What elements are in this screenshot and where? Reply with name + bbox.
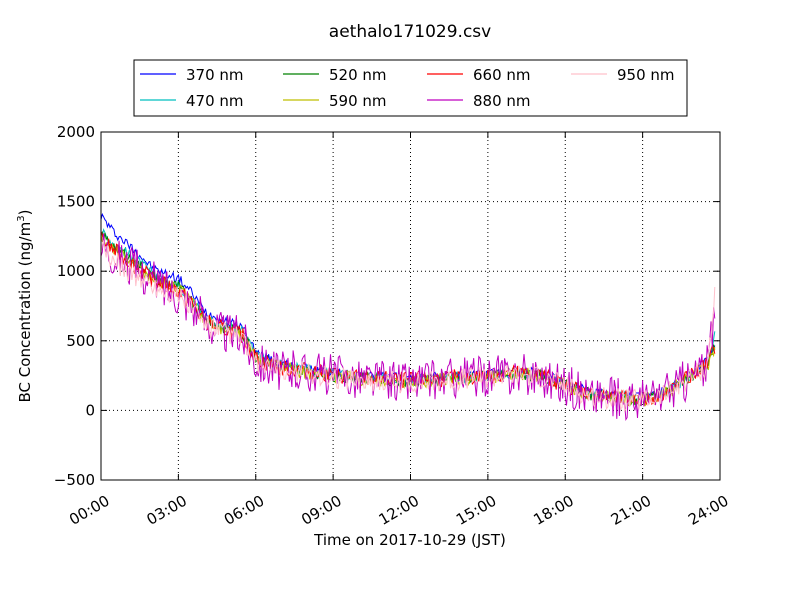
- y-tick-label: 500: [66, 332, 95, 350]
- x-axis-label: Time on 2017-10-29 (JST): [313, 531, 506, 549]
- y-axis-label-main: BC Concentration (ng/m: [16, 222, 34, 403]
- y-tick-label: 0: [85, 401, 95, 419]
- legend-label: 660 nm: [473, 66, 531, 84]
- series-group: [100, 212, 716, 422]
- legend-label: 880 nm: [473, 92, 531, 110]
- y-axis-label-sup: 3: [16, 215, 27, 221]
- y-tick-label: 1500: [57, 193, 95, 211]
- series-line-6: [100, 233, 716, 422]
- y-tick-label: 1000: [57, 262, 95, 280]
- legend-label: 520 nm: [329, 66, 387, 84]
- y-axis-label-end: ): [16, 210, 34, 216]
- y-tick-label: −500: [54, 471, 95, 489]
- legend: 370 nm 470 nm 520 nm 590 nm 660 nm 880 nm 950 …: [133, 59, 688, 117]
- legend-items: 370 nm 470 nm 520 nm 590 nm 660 nm 880 nm 950 …: [140, 66, 675, 110]
- legend-label: 470 nm: [186, 92, 244, 110]
- legend-label: 590 nm: [329, 92, 387, 110]
- chart-title: aethalo171029.csv: [329, 22, 491, 42]
- series-line-7: [100, 239, 716, 413]
- legend-box: [133, 59, 688, 117]
- legend-label: 370 nm: [186, 66, 244, 84]
- y-tick-label: 2000: [57, 123, 95, 141]
- y-axis-label: BC Concentration (ng/m3): [16, 210, 34, 403]
- legend-label: 950 nm: [617, 66, 675, 84]
